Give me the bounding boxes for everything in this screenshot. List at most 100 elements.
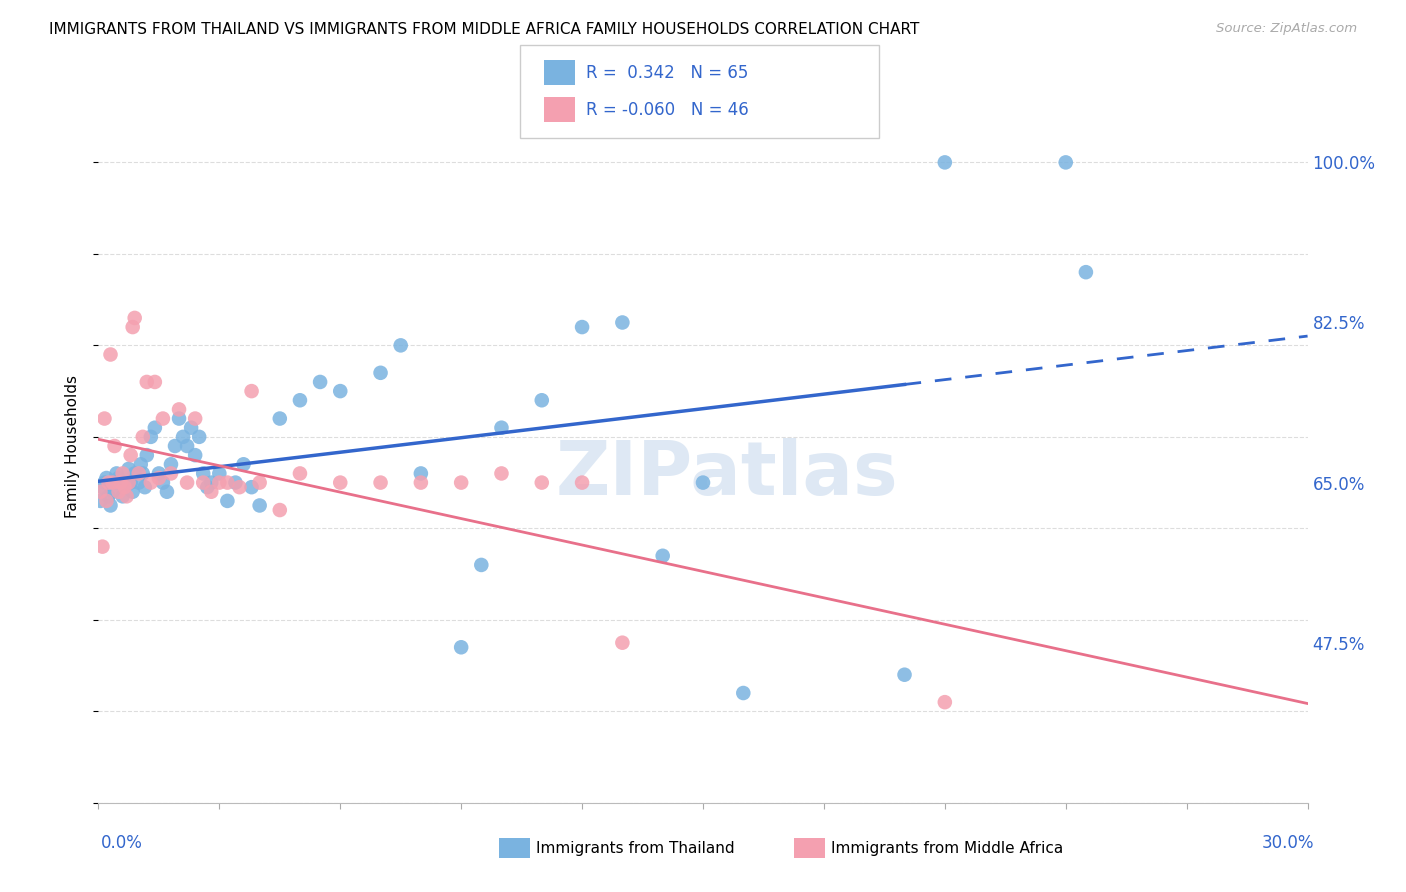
- Point: [180, 420, 202, 434]
- Point: [160, 458, 183, 472]
- Point: [105, 467, 128, 481]
- Y-axis label: Family Households: Family Households: [65, 375, 80, 517]
- Point: [249, 475, 271, 490]
- Point: [232, 458, 254, 472]
- Point: [103, 475, 125, 490]
- Text: 30.0%: 30.0%: [1263, 834, 1315, 852]
- Text: 0.0%: 0.0%: [101, 834, 143, 852]
- Point: [167, 411, 190, 425]
- Point: [96, 494, 118, 508]
- Point: [200, 484, 222, 499]
- Point: [1074, 265, 1097, 279]
- Point: [269, 503, 291, 517]
- Point: [139, 430, 162, 444]
- Point: [176, 475, 198, 490]
- Point: [100, 347, 122, 361]
- Point: [224, 475, 246, 490]
- Point: [240, 384, 263, 398]
- Point: [692, 475, 714, 490]
- Point: [107, 484, 129, 499]
- Point: [132, 430, 155, 444]
- Point: [97, 489, 120, 503]
- Point: [184, 411, 207, 425]
- Point: [249, 499, 271, 513]
- Point: [934, 155, 956, 169]
- Point: [269, 411, 291, 425]
- Point: [409, 475, 432, 490]
- Point: [733, 686, 755, 700]
- Point: [240, 480, 263, 494]
- Point: [148, 471, 170, 485]
- Point: [129, 458, 152, 472]
- Point: [114, 480, 136, 494]
- Point: [370, 366, 392, 380]
- Point: [530, 475, 553, 490]
- Point: [103, 439, 125, 453]
- Point: [107, 471, 129, 485]
- Point: [530, 393, 553, 408]
- Point: [217, 475, 239, 490]
- Point: [491, 420, 513, 434]
- Point: [111, 467, 134, 481]
- Point: [93, 475, 115, 490]
- Point: [193, 467, 215, 481]
- Point: [143, 420, 166, 434]
- Point: [217, 494, 239, 508]
- Point: [124, 310, 146, 325]
- Point: [93, 411, 115, 425]
- Point: [118, 475, 141, 490]
- Text: Source: ZipAtlas.com: Source: ZipAtlas.com: [1216, 22, 1357, 36]
- Point: [135, 448, 157, 462]
- Point: [143, 375, 166, 389]
- Point: [200, 475, 222, 490]
- Point: [121, 484, 143, 499]
- Point: [128, 475, 150, 490]
- Point: [1054, 155, 1077, 169]
- Point: [288, 467, 311, 481]
- Point: [228, 480, 250, 494]
- Point: [163, 439, 186, 453]
- Point: [172, 430, 194, 444]
- Point: [110, 475, 132, 490]
- Point: [288, 393, 311, 408]
- Point: [571, 320, 593, 334]
- Text: R = -0.060   N = 46: R = -0.060 N = 46: [586, 101, 749, 119]
- Point: [121, 320, 143, 334]
- Point: [329, 475, 352, 490]
- Point: [115, 489, 138, 503]
- Point: [96, 471, 118, 485]
- Point: [612, 636, 634, 650]
- Point: [101, 484, 124, 499]
- Point: [176, 439, 198, 453]
- Point: [118, 462, 141, 476]
- Point: [612, 316, 634, 330]
- Point: [139, 475, 162, 490]
- Point: [89, 494, 111, 508]
- Point: [134, 480, 156, 494]
- Point: [208, 467, 231, 481]
- Point: [115, 475, 138, 490]
- Point: [152, 475, 174, 490]
- Point: [91, 480, 114, 494]
- Point: [329, 384, 352, 398]
- Point: [135, 375, 157, 389]
- Point: [195, 480, 218, 494]
- Point: [132, 467, 155, 481]
- Point: [409, 467, 432, 481]
- Point: [167, 402, 190, 417]
- Point: [101, 475, 124, 490]
- Point: [893, 667, 915, 681]
- Point: [110, 475, 132, 490]
- Text: ZIPatlas: ZIPatlas: [555, 438, 898, 511]
- Text: Immigrants from Middle Africa: Immigrants from Middle Africa: [831, 841, 1063, 855]
- Text: IMMIGRANTS FROM THAILAND VS IMMIGRANTS FROM MIDDLE AFRICA FAMILY HOUSEHOLDS CORR: IMMIGRANTS FROM THAILAND VS IMMIGRANTS F…: [49, 22, 920, 37]
- Point: [370, 475, 392, 490]
- Point: [491, 467, 513, 481]
- Point: [156, 484, 179, 499]
- Point: [91, 540, 114, 554]
- Point: [89, 484, 111, 499]
- Point: [160, 467, 183, 481]
- Point: [184, 448, 207, 462]
- Point: [934, 695, 956, 709]
- Point: [97, 475, 120, 490]
